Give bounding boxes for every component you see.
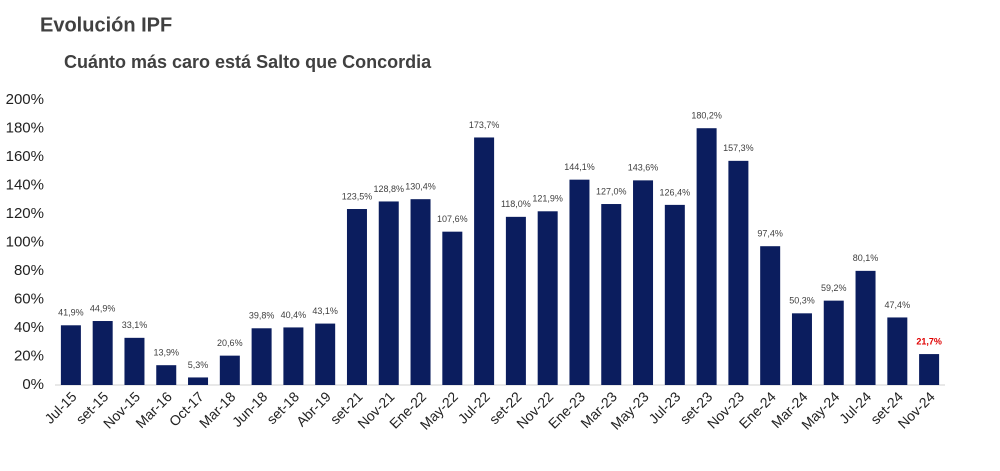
bar: [156, 365, 177, 385]
value-label: 180,2%: [691, 111, 722, 121]
value-label: 143,6%: [628, 163, 659, 173]
x-tick-label: Jul-24: [836, 388, 874, 426]
x-tick-label: Abr-19: [293, 388, 334, 429]
y-tick-label: 120%: [6, 205, 44, 222]
bar: [219, 355, 240, 385]
chart-subtitle: Cuánto más caro está Salto que Concordia: [64, 52, 432, 72]
value-label: 123,5%: [342, 191, 373, 201]
x-tick-label: Nov-24: [895, 388, 938, 431]
value-label: 80,1%: [853, 253, 879, 263]
bar: [474, 137, 495, 385]
bar: [919, 354, 940, 385]
bar: [124, 337, 145, 385]
bar: [315, 323, 336, 385]
bar: [728, 160, 749, 385]
value-label: 121,9%: [532, 194, 563, 204]
x-tick-label: Jul-15: [41, 388, 79, 426]
x-tick-label: Mar-18: [196, 388, 239, 431]
x-tick-label: Jul-22: [455, 388, 493, 426]
value-label: 47,4%: [885, 300, 911, 310]
y-tick-label: 20%: [14, 347, 44, 364]
value-label: 39,8%: [249, 311, 275, 321]
value-label: 97,4%: [757, 229, 783, 239]
bar: [92, 321, 113, 385]
value-label: 33,1%: [122, 320, 148, 330]
bar: [633, 180, 654, 385]
y-tick-label: 200%: [6, 91, 44, 108]
value-label: 130,4%: [405, 182, 436, 192]
value-label: 40,4%: [281, 310, 307, 320]
y-tick-label: 140%: [6, 176, 44, 193]
value-label: 127,0%: [596, 186, 627, 196]
bar: [664, 204, 685, 385]
bar: [346, 209, 367, 385]
y-tick-label: 80%: [14, 262, 44, 279]
bar: [569, 179, 590, 385]
value-label: 128,8%: [373, 184, 404, 194]
value-label: 13,9%: [153, 348, 179, 358]
bar: [378, 201, 399, 385]
x-tick-label: Mar-16: [132, 388, 175, 431]
y-tick-label: 40%: [14, 319, 44, 336]
y-tick-label: 160%: [6, 148, 44, 165]
bar: [855, 270, 876, 385]
value-label: 107,6%: [437, 214, 468, 224]
bar: [601, 204, 622, 385]
bar: [60, 325, 81, 385]
bar: [505, 216, 526, 385]
y-tick-label: 0%: [22, 376, 44, 393]
value-label: 126,4%: [660, 187, 691, 197]
value-label: 157,3%: [723, 143, 754, 153]
y-tick-label: 180%: [6, 119, 44, 136]
value-label: 44,9%: [90, 303, 116, 313]
bar: [410, 199, 431, 385]
y-tick-label: 60%: [14, 290, 44, 307]
value-label: 5,3%: [188, 360, 209, 370]
value-label: 59,2%: [821, 283, 847, 293]
bar: [188, 377, 209, 385]
y-tick-label: 100%: [6, 233, 44, 250]
value-label: 173,7%: [469, 120, 500, 130]
value-label: 50,3%: [789, 296, 815, 306]
x-tick-label: Jun-18: [229, 388, 271, 430]
bar: [760, 246, 781, 385]
value-label: 118,0%: [501, 199, 531, 209]
x-tick-label: Jul-23: [645, 388, 683, 426]
value-label: 20,6%: [217, 338, 243, 348]
bar: [887, 317, 908, 385]
value-label: 21,7%: [916, 336, 942, 346]
bar: [251, 328, 272, 385]
bar: [696, 128, 717, 385]
value-label: 41,9%: [58, 308, 84, 318]
value-label: 43,1%: [312, 306, 338, 316]
bar: [442, 231, 463, 385]
bar: [283, 327, 304, 385]
bar: [823, 300, 844, 385]
chart-title: Evolución IPF: [40, 14, 172, 36]
bar: [537, 211, 558, 385]
bar: [791, 313, 812, 385]
value-label: 144,1%: [564, 162, 595, 172]
